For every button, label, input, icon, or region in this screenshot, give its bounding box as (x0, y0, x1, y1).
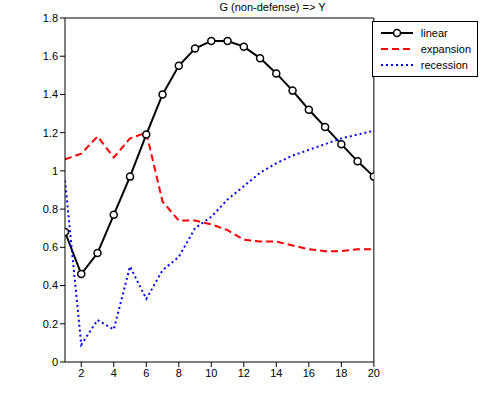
svg-text:14: 14 (270, 367, 282, 379)
svg-text:0.4: 0.4 (43, 279, 58, 291)
svg-text:0: 0 (52, 356, 58, 368)
svg-text:1.2: 1.2 (43, 127, 58, 139)
html-text:linear: linear (420, 27, 448, 39)
html-text:G (non-defense) => Y: G (non-defense) => Y (219, 1, 326, 13)
svg-text:0.8: 0.8 (43, 203, 58, 215)
svg-text:4: 4 (111, 367, 117, 379)
html-text:expansion: expansion (420, 43, 471, 55)
svg-text:1.6: 1.6 (43, 50, 58, 62)
svg-text:1.8: 1.8 (43, 12, 58, 24)
svg-text:1.4: 1.4 (43, 88, 58, 100)
svg-text:8: 8 (176, 367, 182, 379)
svg-text:1: 1 (52, 165, 58, 177)
svg-text:12: 12 (238, 367, 250, 379)
svg-text:2: 2 (78, 367, 84, 379)
svg-text:0.6: 0.6 (43, 241, 58, 253)
svg-text:16: 16 (303, 367, 315, 379)
svg-text:18: 18 (335, 367, 347, 379)
svg-text:6: 6 (143, 367, 149, 379)
svg-text:20: 20 (368, 367, 380, 379)
html-text:recession: recession (420, 59, 468, 71)
svg-text:10: 10 (205, 367, 217, 379)
svg-text:0.2: 0.2 (43, 318, 58, 330)
